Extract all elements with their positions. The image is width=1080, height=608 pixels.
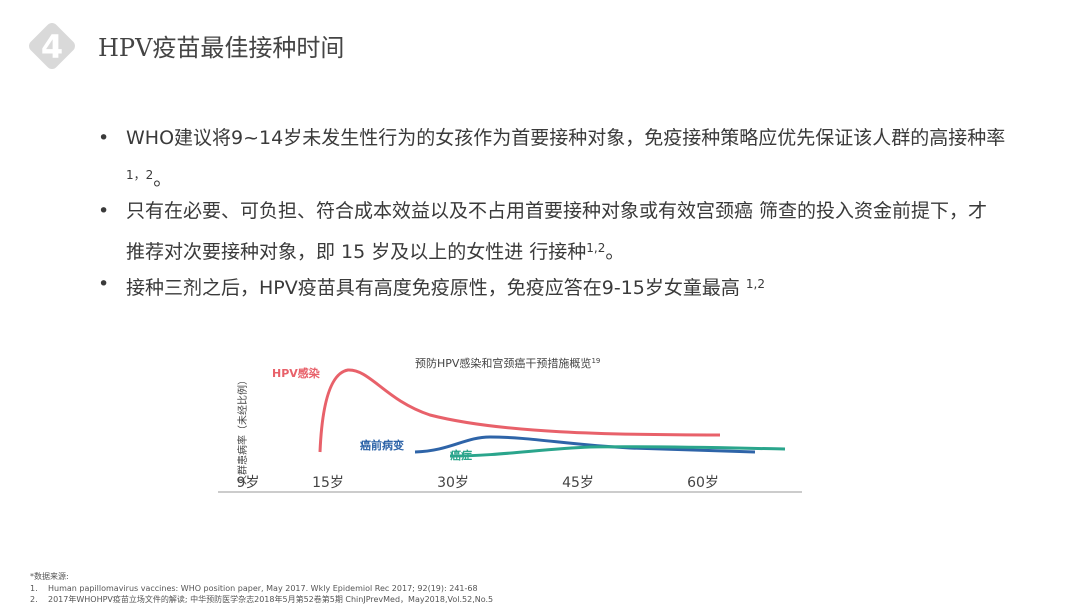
number-badge: 4 — [29, 23, 75, 69]
bullet: • 只有在必要、可负担、符合成本效益以及不占用首要接种对象或有效宫颈癌 筛查的投入… — [98, 200, 988, 263]
x-label: 9岁 — [237, 475, 260, 491]
citation: 1,2 — [745, 277, 766, 291]
schematic-figure: 预防HPV感染和宫颈癌干预措施概览19 人群患病率（未经比例） HPV感染 癌前… — [218, 356, 802, 493]
bullet-tail: 。 — [605, 241, 625, 263]
hpv-curve — [318, 368, 721, 453]
bullet-text: 接种三剂之后，HPV疫苗具有高度免疫原性，免疫应答在9-15岁女童最高 — [126, 277, 740, 299]
footnote-heading: *数据来源: — [30, 572, 69, 581]
figure-title-sup: 19 — [591, 357, 600, 365]
bullet-tail: 。 — [153, 168, 173, 190]
y-label: 人群患病率（未经比例） — [236, 375, 249, 485]
x-label: 45岁 — [562, 475, 594, 491]
badge-number: 4 — [41, 28, 63, 66]
bullet-text: 只有在必要、可负担、符合成本效益以及不占用首要接种对象或有效宫颈癌 筛查的投入资… — [126, 200, 988, 263]
footnote-text: 2017年WHOHPV疫苗立场文件的解读; 中华预防医学杂志2018年5月第52… — [48, 595, 494, 604]
cancer-curve — [449, 445, 786, 458]
curve-label: 癌前病变 — [360, 438, 404, 452]
footnote-num: 1. — [30, 584, 38, 593]
bullet: • 接种三剂之后，HPV疫苗具有高度免疫原性，免疫应答在9-15岁女童最高 1,2 — [98, 273, 766, 299]
figure-title-text: 预防HPV感染和宫颈癌干预措施概览 — [415, 356, 591, 370]
citation: 1,2 — [586, 241, 606, 255]
bullet: • WHO建议将9~14岁未发生性行为的女孩作为首要接种对象，免疫接种策略应优先保… — [98, 127, 1006, 190]
curve-label: 癌症 — [450, 448, 472, 462]
precancer-curve — [414, 435, 756, 454]
slide-title: HPV疫苗最佳接种时间 — [98, 34, 345, 62]
x-label: 15岁 — [312, 475, 344, 491]
footnote-num: 2. — [30, 595, 38, 604]
x-label: 30岁 — [437, 475, 469, 491]
x-label: 60岁 — [687, 475, 719, 491]
citation: 1，2 — [126, 168, 154, 182]
bullet-text: WHO建议将9~14岁未发生性行为的女孩作为首要接种对象，免疫接种策略应优先保证… — [126, 127, 1006, 149]
footnote-text: Human papillomavirus vaccines: WHO posit… — [48, 584, 478, 593]
curve-label: HPV感染 — [272, 366, 321, 380]
figure-title: 预防HPV感染和宫颈癌干预措施概览19 — [415, 356, 600, 370]
